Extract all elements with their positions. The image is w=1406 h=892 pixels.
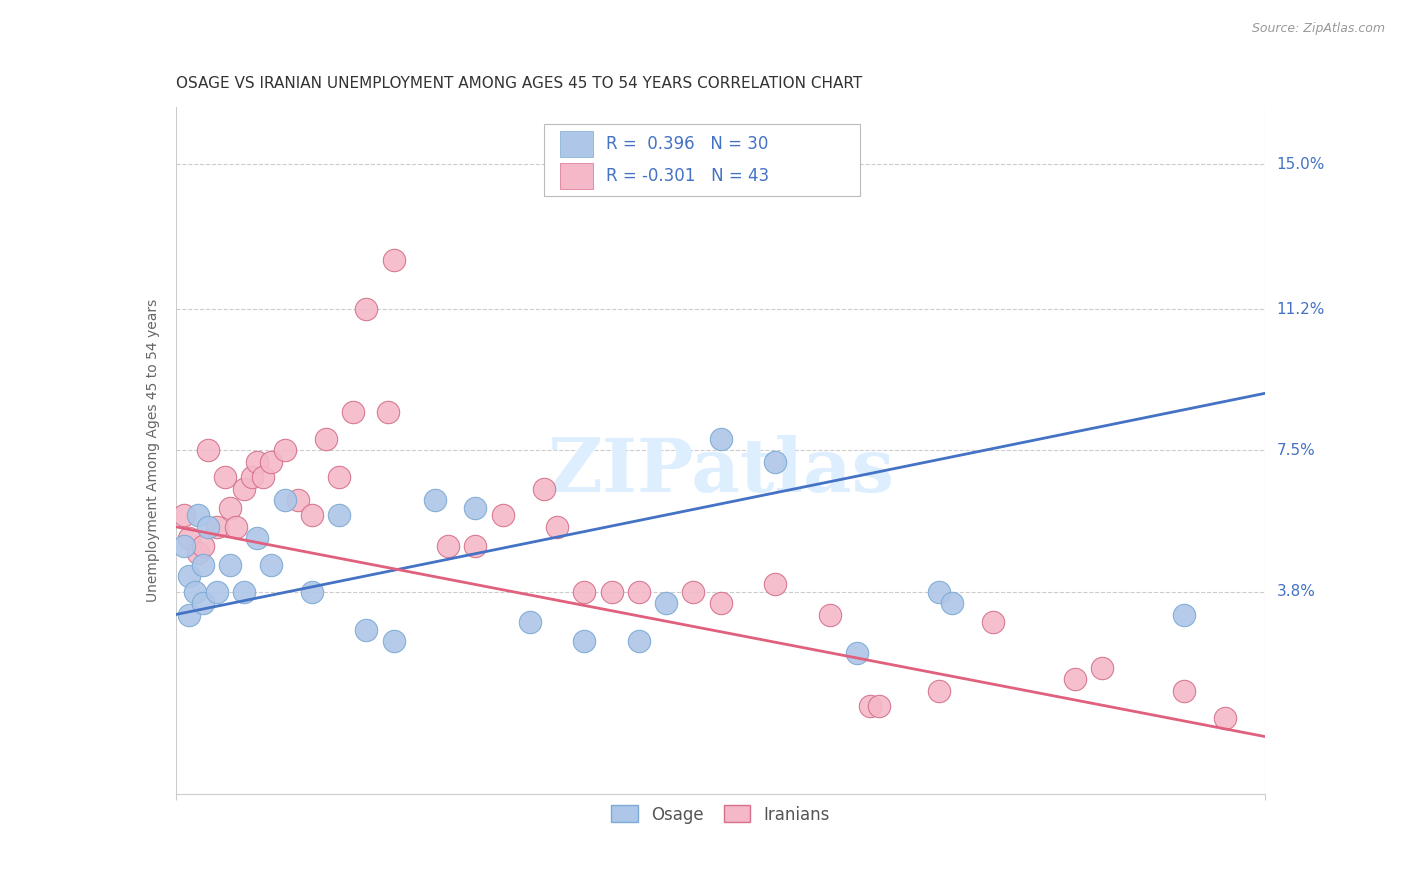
Point bbox=[574, 584, 596, 599]
Point bbox=[191, 539, 214, 553]
Point bbox=[1091, 661, 1114, 675]
Point bbox=[328, 470, 350, 484]
Point bbox=[981, 615, 1004, 630]
Point bbox=[205, 520, 228, 534]
Point bbox=[342, 405, 364, 419]
Point bbox=[682, 584, 704, 599]
Point bbox=[214, 470, 236, 484]
Point bbox=[197, 443, 219, 458]
Point bbox=[546, 520, 568, 534]
Point bbox=[246, 455, 269, 469]
Point bbox=[232, 482, 254, 496]
Point bbox=[179, 569, 201, 583]
Text: OSAGE VS IRANIAN UNEMPLOYMENT AMONG AGES 45 TO 54 YEARS CORRELATION CHART: OSAGE VS IRANIAN UNEMPLOYMENT AMONG AGES… bbox=[176, 76, 862, 91]
Point bbox=[818, 607, 841, 622]
Point bbox=[301, 508, 323, 523]
Point bbox=[260, 455, 283, 469]
Point bbox=[868, 699, 890, 714]
Point bbox=[492, 508, 515, 523]
Point bbox=[600, 584, 623, 599]
Text: R =  0.396   N = 30: R = 0.396 N = 30 bbox=[606, 135, 769, 153]
Point bbox=[274, 493, 297, 508]
Point bbox=[382, 634, 405, 648]
Point bbox=[859, 699, 882, 714]
Text: 11.2%: 11.2% bbox=[1277, 301, 1324, 317]
Point bbox=[382, 252, 405, 267]
Point bbox=[655, 596, 678, 610]
Point bbox=[184, 584, 207, 599]
Point bbox=[328, 508, 350, 523]
Point bbox=[301, 584, 323, 599]
Point bbox=[252, 470, 274, 484]
Point bbox=[533, 482, 555, 496]
Point bbox=[845, 646, 868, 660]
Point bbox=[574, 634, 596, 648]
Point bbox=[173, 539, 195, 553]
Point bbox=[437, 539, 460, 553]
Point bbox=[423, 493, 446, 508]
Point bbox=[627, 634, 650, 648]
Point bbox=[179, 607, 201, 622]
Point bbox=[1173, 607, 1195, 622]
Point bbox=[232, 584, 254, 599]
FancyBboxPatch shape bbox=[561, 131, 593, 157]
Point bbox=[225, 520, 247, 534]
Point bbox=[186, 546, 209, 561]
Point bbox=[315, 432, 337, 446]
FancyBboxPatch shape bbox=[561, 163, 593, 189]
Point bbox=[356, 302, 378, 317]
Point bbox=[763, 577, 786, 591]
Point bbox=[627, 584, 650, 599]
Point bbox=[186, 508, 209, 523]
Point bbox=[710, 596, 733, 610]
Point bbox=[287, 493, 309, 508]
Point bbox=[179, 531, 201, 545]
Point bbox=[191, 596, 214, 610]
Text: R = -0.301   N = 43: R = -0.301 N = 43 bbox=[606, 168, 769, 186]
Text: 7.5%: 7.5% bbox=[1277, 443, 1315, 458]
Point bbox=[219, 558, 242, 572]
Point bbox=[377, 405, 399, 419]
Point bbox=[464, 500, 486, 515]
Point bbox=[356, 623, 378, 637]
Point bbox=[928, 683, 950, 698]
Point bbox=[173, 508, 195, 523]
Point bbox=[197, 520, 219, 534]
FancyBboxPatch shape bbox=[544, 124, 860, 196]
Point bbox=[274, 443, 297, 458]
Point bbox=[1063, 673, 1085, 687]
Point bbox=[941, 596, 963, 610]
Text: Source: ZipAtlas.com: Source: ZipAtlas.com bbox=[1251, 22, 1385, 36]
Point bbox=[260, 558, 283, 572]
Text: 3.8%: 3.8% bbox=[1277, 584, 1316, 599]
Point bbox=[519, 615, 541, 630]
Text: ZIPatlas: ZIPatlas bbox=[547, 434, 894, 508]
Point bbox=[1213, 710, 1236, 724]
Point bbox=[240, 470, 263, 484]
Point bbox=[246, 531, 269, 545]
Text: 15.0%: 15.0% bbox=[1277, 157, 1324, 172]
Point bbox=[710, 432, 733, 446]
Point bbox=[763, 455, 786, 469]
Legend: Osage, Iranians: Osage, Iranians bbox=[605, 798, 837, 830]
Point bbox=[219, 500, 242, 515]
Point bbox=[191, 558, 214, 572]
Point bbox=[464, 539, 486, 553]
Point bbox=[205, 584, 228, 599]
Point bbox=[1173, 683, 1195, 698]
Point bbox=[928, 584, 950, 599]
Y-axis label: Unemployment Among Ages 45 to 54 years: Unemployment Among Ages 45 to 54 years bbox=[146, 299, 160, 602]
